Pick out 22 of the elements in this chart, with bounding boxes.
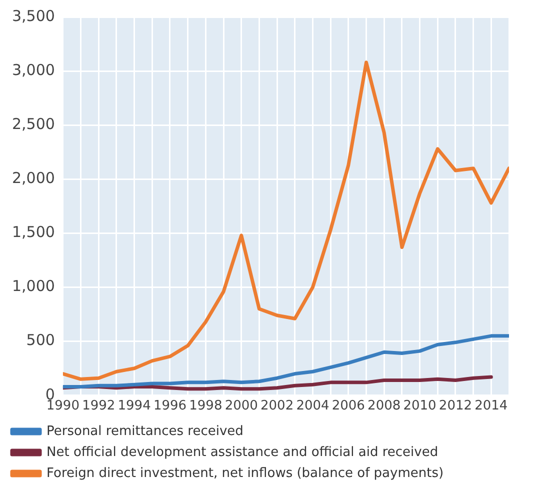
x-tick-label: 2002 — [260, 398, 294, 414]
legend-label: Net official development assistance and official aid received — [46, 444, 438, 460]
y-tick-label: 2,000 — [12, 169, 55, 188]
y-tick-label: 1,500 — [12, 223, 55, 242]
x-tick-label: 2008 — [368, 398, 401, 414]
legend-label: Foreign direct investment, net inflows (balance of payments) — [46, 466, 444, 481]
y-tick-label: 3,000 — [12, 60, 55, 79]
x-tick-label: 2010 — [403, 398, 436, 414]
y-tick-label: 2,500 — [12, 115, 55, 134]
x-tick-label: 1992 — [82, 398, 116, 414]
x-tick-label: 2000 — [224, 398, 258, 414]
y-tick-label: 3,500 — [12, 6, 55, 25]
y-tick-label: 1,000 — [12, 277, 55, 296]
x-tick-label: 2004 — [296, 398, 330, 414]
legend-label: Personal remittances received — [46, 424, 244, 439]
x-tick-label: 1998 — [189, 398, 222, 414]
x-tick-label: 1996 — [153, 398, 187, 414]
x-tick-label: 2006 — [332, 398, 365, 414]
x-tick-label: 1994 — [118, 398, 151, 414]
x-tick-label: 2012 — [438, 398, 472, 414]
y-tick-label: 500 — [26, 331, 55, 350]
x-tick-label: 2014 — [474, 398, 508, 414]
